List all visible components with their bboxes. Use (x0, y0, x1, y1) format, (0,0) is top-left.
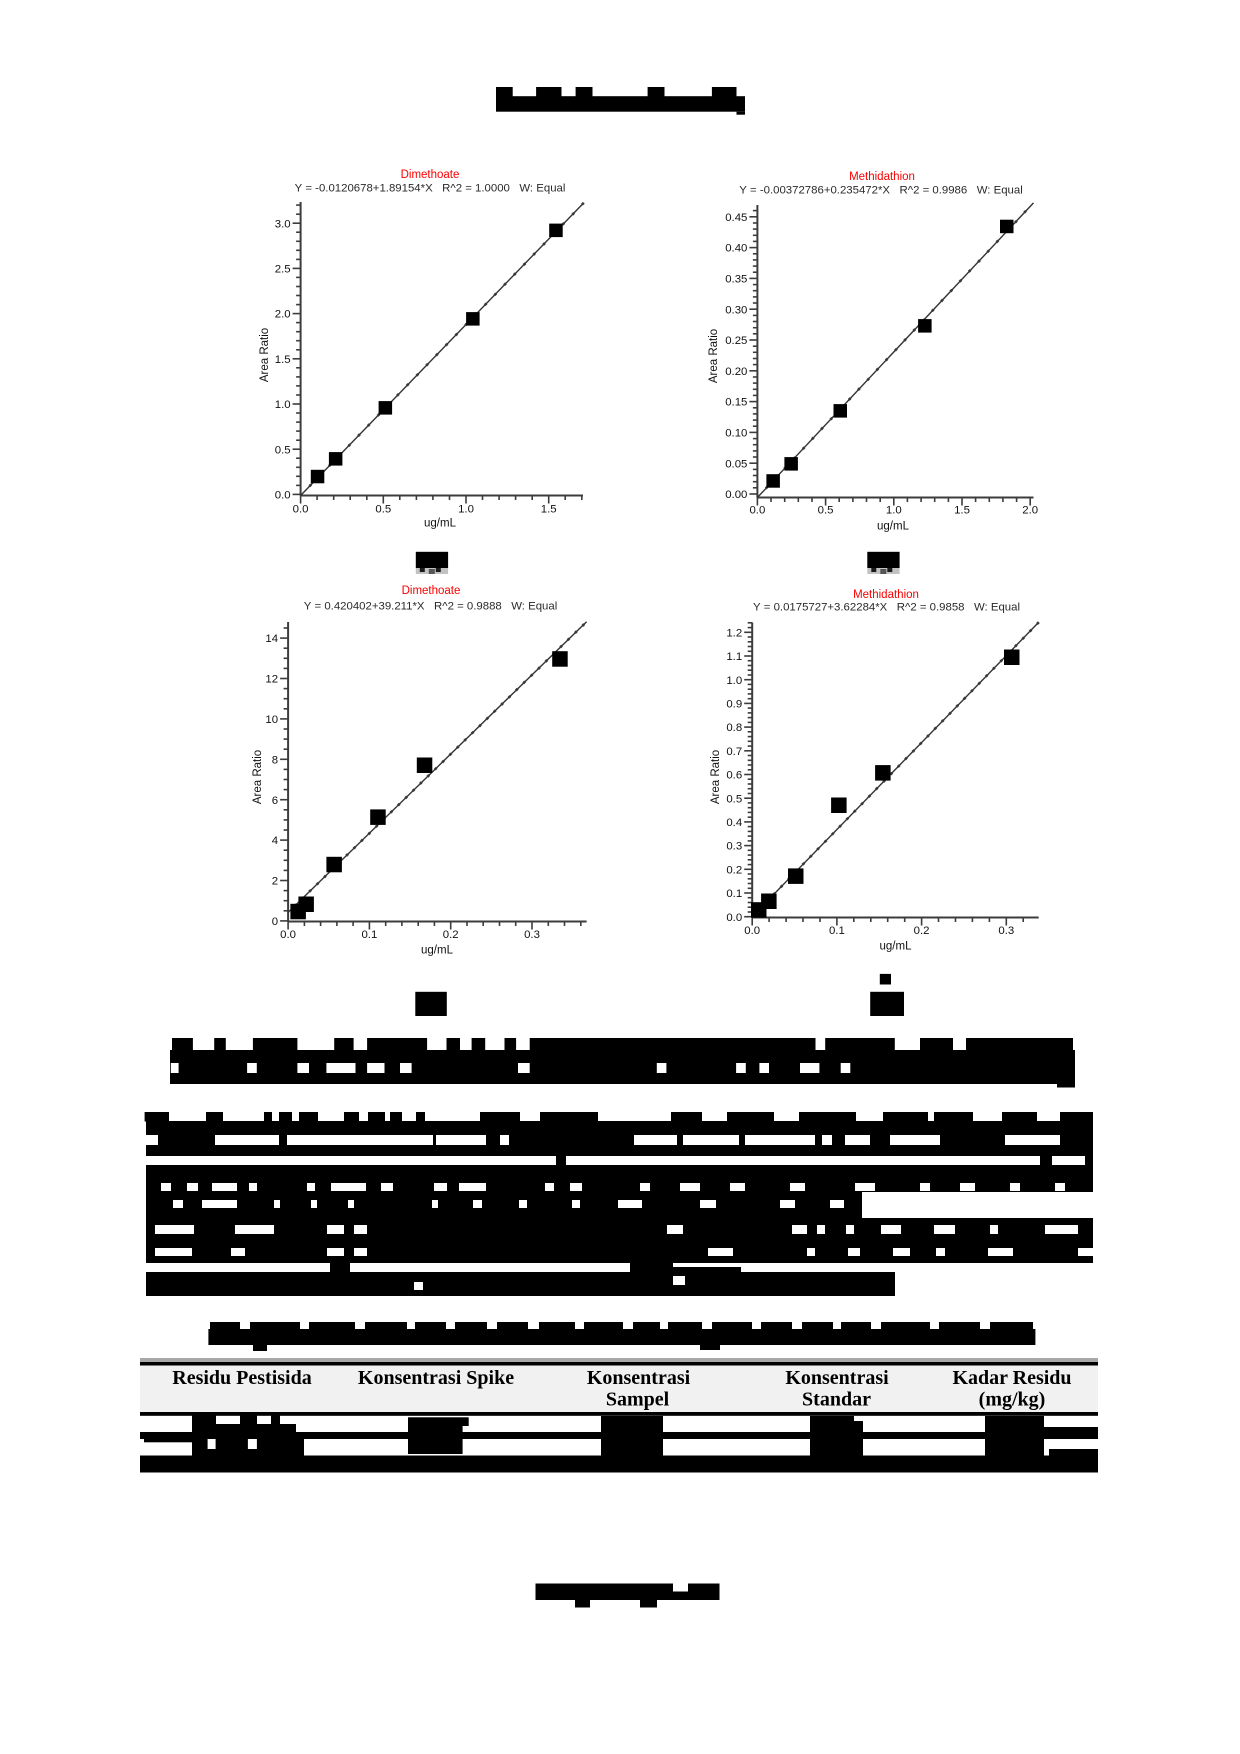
svg-text:1.2: 1.2 (726, 627, 742, 639)
svg-text:0.45: 0.45 (725, 212, 747, 224)
svg-text:ug/mL: ug/mL (421, 945, 454, 957)
svg-text:0.5: 0.5 (726, 793, 742, 805)
svg-text:ug/mL: ug/mL (880, 941, 913, 953)
svg-text:Sampel: Sampel (606, 1389, 670, 1411)
svg-text:(mg/kg): (mg/kg) (979, 1389, 1046, 1411)
svg-text:8: 8 (272, 754, 278, 766)
svg-text:Area Ratio: Area Ratio (710, 750, 722, 804)
svg-text:0.40: 0.40 (725, 243, 747, 255)
svg-text:0.2: 0.2 (726, 864, 742, 876)
svg-text:0.30: 0.30 (725, 304, 747, 316)
svg-text:0.05: 0.05 (725, 458, 747, 470)
svg-text:0.0: 0.0 (280, 929, 296, 941)
svg-text:0.1: 0.1 (726, 888, 742, 900)
svg-text:Dimethoate: Dimethoate (401, 169, 460, 181)
svg-text:14: 14 (265, 633, 278, 645)
svg-text:0.2: 0.2 (443, 929, 459, 941)
svg-text:Dimethoate: Dimethoate (402, 585, 461, 597)
svg-text:2.5: 2.5 (275, 264, 291, 276)
svg-text:0.2: 0.2 (914, 925, 930, 937)
svg-text:1.5: 1.5 (541, 504, 557, 516)
svg-text:3.0: 3.0 (275, 218, 291, 230)
svg-text:ug/mL: ug/mL (424, 518, 457, 530)
svg-text:0.0: 0.0 (275, 490, 291, 502)
svg-text:ug/mL: ug/mL (877, 521, 910, 533)
svg-text:0.1: 0.1 (829, 925, 845, 937)
svg-text:0: 0 (272, 916, 278, 928)
svg-text:0.25: 0.25 (725, 335, 747, 347)
svg-text:0.35: 0.35 (725, 274, 747, 286)
svg-text:Standar: Standar (802, 1389, 871, 1411)
svg-text:Methidathion: Methidathion (853, 589, 919, 601)
svg-text:Konsentrasi Spike: Konsentrasi Spike (358, 1367, 514, 1389)
svg-text:1.1: 1.1 (726, 651, 742, 663)
svg-text:2.0: 2.0 (275, 309, 291, 321)
svg-text:Residu Pestisida: Residu Pestisida (172, 1367, 311, 1389)
svg-text:Methidathion: Methidathion (849, 171, 915, 183)
svg-text:2: 2 (272, 876, 278, 888)
svg-text:6: 6 (272, 795, 278, 807)
svg-text:0.15: 0.15 (725, 397, 747, 409)
svg-text:0.5: 0.5 (818, 505, 834, 517)
svg-text:2.0: 2.0 (1022, 505, 1038, 517)
svg-text:Y = -0.0120678+1.89154*X R^2: Y = -0.0120678+1.89154*X R^2 = 1.0000 W:… (295, 183, 566, 195)
svg-text:0.4: 0.4 (726, 817, 742, 829)
svg-text:4: 4 (272, 835, 278, 847)
svg-text:1.0: 1.0 (275, 399, 291, 411)
svg-text:1.5: 1.5 (954, 505, 970, 517)
svg-text:1.0: 1.0 (726, 675, 742, 687)
svg-text:0.8: 0.8 (726, 722, 742, 734)
svg-text:Y = 0.420402+39.211*X R^2 =: Y = 0.420402+39.211*X R^2 = 0.9888 W: Eq… (304, 601, 558, 613)
svg-text:0.7: 0.7 (726, 746, 742, 758)
svg-text:1.0: 1.0 (886, 505, 902, 517)
svg-text:Area Ratio: Area Ratio (252, 750, 264, 804)
svg-text:0.20: 0.20 (725, 366, 747, 378)
svg-text:1.0: 1.0 (458, 504, 474, 516)
svg-text:0.5: 0.5 (375, 504, 391, 516)
svg-text:Konsentrasi: Konsentrasi (785, 1367, 889, 1389)
svg-text:0.00: 0.00 (725, 489, 747, 501)
svg-text:0.3: 0.3 (726, 841, 742, 853)
svg-text:12: 12 (265, 674, 278, 686)
svg-text:0.6: 0.6 (726, 770, 742, 782)
svg-text:Y = 0.0175727+3.62284*X R^2: Y = 0.0175727+3.62284*X R^2 = 0.9858 W: … (753, 602, 1020, 614)
svg-text:0.0: 0.0 (749, 505, 765, 517)
svg-text:10: 10 (265, 714, 278, 726)
svg-text:Konsentrasi: Konsentrasi (587, 1367, 691, 1389)
svg-text:0.1: 0.1 (361, 929, 377, 941)
svg-text:Area Ratio: Area Ratio (259, 328, 271, 382)
svg-text:1.5: 1.5 (275, 354, 291, 366)
svg-text:0.5: 0.5 (275, 444, 291, 456)
svg-text:Kadar Residu: Kadar Residu (952, 1367, 1071, 1389)
svg-text:0.0: 0.0 (744, 925, 760, 937)
svg-text:Area Ratio: Area Ratio (708, 329, 720, 383)
svg-text:0.3: 0.3 (524, 929, 540, 941)
svg-text:0.9: 0.9 (726, 699, 742, 711)
svg-text:0.0: 0.0 (293, 504, 309, 516)
svg-text:Y = -0.00372786+0.235472*X R: Y = -0.00372786+0.235472*X R^2 = 0.9986 … (739, 185, 1022, 197)
svg-text:0.10: 0.10 (725, 428, 747, 440)
svg-text:0.0: 0.0 (726, 912, 742, 924)
svg-text:0.3: 0.3 (998, 925, 1014, 937)
